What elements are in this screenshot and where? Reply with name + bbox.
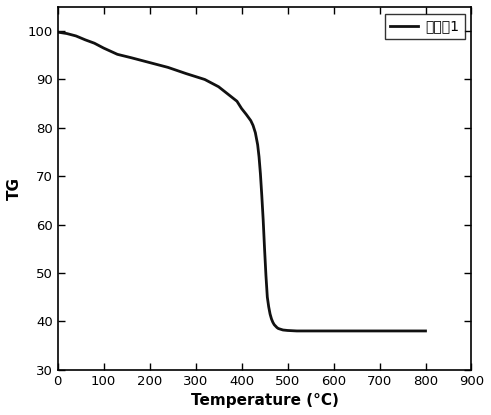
比较例1 xyxy=(91,41,97,46)
比较例1 xyxy=(202,77,208,82)
比较例1 xyxy=(266,304,272,309)
比较例1 xyxy=(256,154,262,159)
比较例1 xyxy=(280,327,286,332)
比较例1 xyxy=(259,193,265,198)
比较例1 xyxy=(262,246,268,251)
Y-axis label: TG: TG xyxy=(7,177,22,200)
比较例1 xyxy=(377,328,382,333)
比较例1 xyxy=(165,65,171,70)
比较例1 xyxy=(101,46,107,51)
比较例1 xyxy=(184,71,190,76)
比较例1 xyxy=(73,34,79,39)
比较例1 xyxy=(423,328,429,333)
比较例1 xyxy=(275,326,281,331)
比较例1 xyxy=(234,99,240,104)
比较例1 xyxy=(312,328,318,333)
比较例1 xyxy=(147,60,153,65)
比较例1 xyxy=(55,29,60,34)
比较例1 xyxy=(294,328,300,333)
比较例1 xyxy=(267,312,273,317)
Legend: 比较例1: 比较例1 xyxy=(385,14,464,39)
比较例1 xyxy=(255,142,261,147)
比较例1 xyxy=(260,217,266,222)
比较例1 xyxy=(269,316,274,321)
比较例1 xyxy=(82,37,88,42)
比较例1 xyxy=(271,322,277,327)
比较例1 xyxy=(273,324,278,329)
比较例1 xyxy=(248,118,254,123)
比较例1 xyxy=(330,328,336,333)
比较例1 xyxy=(243,112,249,117)
比较例1 xyxy=(64,31,70,36)
比较例1 xyxy=(274,325,280,330)
比较例1 xyxy=(239,106,245,111)
X-axis label: Temperature (°C): Temperature (°C) xyxy=(191,393,338,408)
Line: 比较例1: 比较例1 xyxy=(57,32,426,331)
比较例1 xyxy=(264,295,270,300)
比较例1 xyxy=(250,123,256,128)
比较例1 xyxy=(252,130,258,135)
比较例1 xyxy=(216,84,221,89)
比较例1 xyxy=(114,52,120,57)
比较例1 xyxy=(225,91,231,96)
比较例1 xyxy=(270,320,276,325)
比较例1 xyxy=(285,328,291,333)
比较例1 xyxy=(128,55,134,60)
比较例1 xyxy=(263,273,269,278)
比较例1 xyxy=(257,171,263,176)
